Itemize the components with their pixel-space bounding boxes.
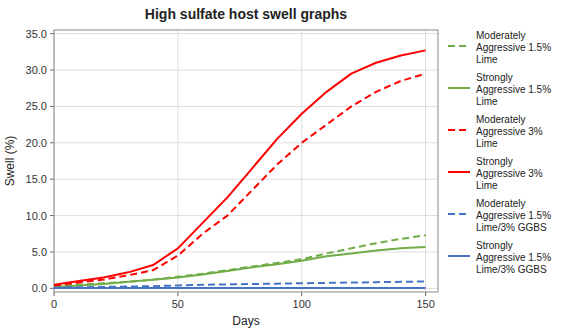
legend-label: ModeratelyAggressive 3%Lime xyxy=(476,114,543,149)
y-axis-label: Swell (%) xyxy=(3,136,17,187)
legend-label-line: Lime/3% GGBS xyxy=(476,264,547,275)
legend-label-line: Lime xyxy=(476,180,498,191)
plot-frame xyxy=(54,30,438,292)
tick xyxy=(50,33,54,34)
legend-label: ModeratelyAggressive 1.5%Lime xyxy=(476,30,551,65)
legend-label-line: Lime xyxy=(476,138,498,149)
x-axis-label: Days xyxy=(232,314,259,328)
legend-label-line: Strongly xyxy=(476,240,513,251)
grid xyxy=(54,30,438,292)
legend-label-line: Aggressive 1.5% xyxy=(476,84,551,95)
tick-label: 50 xyxy=(172,298,184,310)
legend-swatch xyxy=(448,87,470,89)
page: {"chart_data": { "type": "line", "title"… xyxy=(0,0,568,331)
legend-swatch xyxy=(448,129,470,131)
tick-label: 5.0 xyxy=(32,246,47,258)
tick-label: 25.0 xyxy=(26,100,47,112)
series-line xyxy=(54,50,426,284)
tick-label: 100 xyxy=(293,298,311,310)
grid-line xyxy=(54,179,438,180)
legend-label: StronglyAggressive 1.5%Lime xyxy=(476,72,551,107)
grid-line xyxy=(177,30,178,292)
grid-line xyxy=(54,288,438,289)
tick xyxy=(50,215,54,216)
series-lines xyxy=(54,50,426,288)
grid-line xyxy=(54,142,438,143)
legend-label-line: Aggressive 1.5% xyxy=(476,252,551,263)
grid-line xyxy=(54,106,438,107)
legend-label-line: Aggressive 3% xyxy=(476,168,543,179)
series-line xyxy=(54,281,426,287)
tick-label: 30.0 xyxy=(26,64,47,76)
legend-label-line: Aggressive 1.5% xyxy=(476,210,551,221)
legend: ModeratelyAggressive 1.5%LimeStronglyAgg… xyxy=(448,30,551,275)
legend-label-line: Lime xyxy=(476,54,498,65)
legend-label: StronglyAggressive 3%Lime xyxy=(476,156,543,191)
tick xyxy=(50,106,54,107)
tick xyxy=(425,292,426,296)
legend-label-line: Aggressive 3% xyxy=(476,126,543,137)
tick-label: 150 xyxy=(416,298,434,310)
grid-line xyxy=(425,30,426,292)
tick xyxy=(177,292,178,296)
axes: 0.0 5.0 10.0 15.0 20.0 25.0 30.0 35.0 0 50 100 150 xyxy=(26,28,438,310)
grid-line xyxy=(54,251,438,252)
tick-label: 0.0 xyxy=(32,282,47,294)
series-line xyxy=(54,247,426,287)
legend-swatch xyxy=(448,45,470,47)
tick-label: 0 xyxy=(51,298,57,310)
grid-line xyxy=(301,30,302,292)
chart: 0.0 5.0 10.0 15.0 20.0 25.0 30.0 35.0 0 50 100 150 H… xyxy=(0,0,568,331)
grid-line xyxy=(54,215,438,216)
legend-label-line: Lime/3% GGBS xyxy=(476,222,547,233)
tick-label: 10.0 xyxy=(26,210,47,222)
legend-label-line: Moderately xyxy=(476,30,525,41)
tick xyxy=(50,70,54,71)
legend-label-line: Lime xyxy=(476,96,498,107)
legend-label-line: Strongly xyxy=(476,156,513,167)
legend-label-line: Moderately xyxy=(476,114,525,125)
series-line xyxy=(54,74,426,286)
legend-swatch xyxy=(448,171,470,173)
legend-swatch xyxy=(448,255,470,257)
grid-line xyxy=(54,70,438,71)
legend-swatch xyxy=(448,213,470,215)
tick-label: 20.0 xyxy=(26,137,47,149)
series-line xyxy=(54,287,426,289)
legend-label-line: Strongly xyxy=(476,72,513,83)
tick xyxy=(50,179,54,180)
tick xyxy=(50,142,54,143)
tick-label: 15.0 xyxy=(26,173,47,185)
legend-label-line: Moderately xyxy=(476,198,525,209)
tick xyxy=(54,292,55,296)
tick xyxy=(50,251,54,252)
legend-label: ModeratelyAggressive 1.5%Lime/3% GGBS xyxy=(476,198,551,233)
tick xyxy=(50,288,54,289)
legend-label-line: Aggressive 1.5% xyxy=(476,42,551,53)
tick xyxy=(301,292,302,296)
tick-label: 35.0 xyxy=(26,28,47,40)
title: High sulfate host swell graphs xyxy=(145,6,347,22)
grid-line xyxy=(54,33,438,34)
legend-label: StronglyAggressive 1.5%Lime/3% GGBS xyxy=(476,240,551,275)
